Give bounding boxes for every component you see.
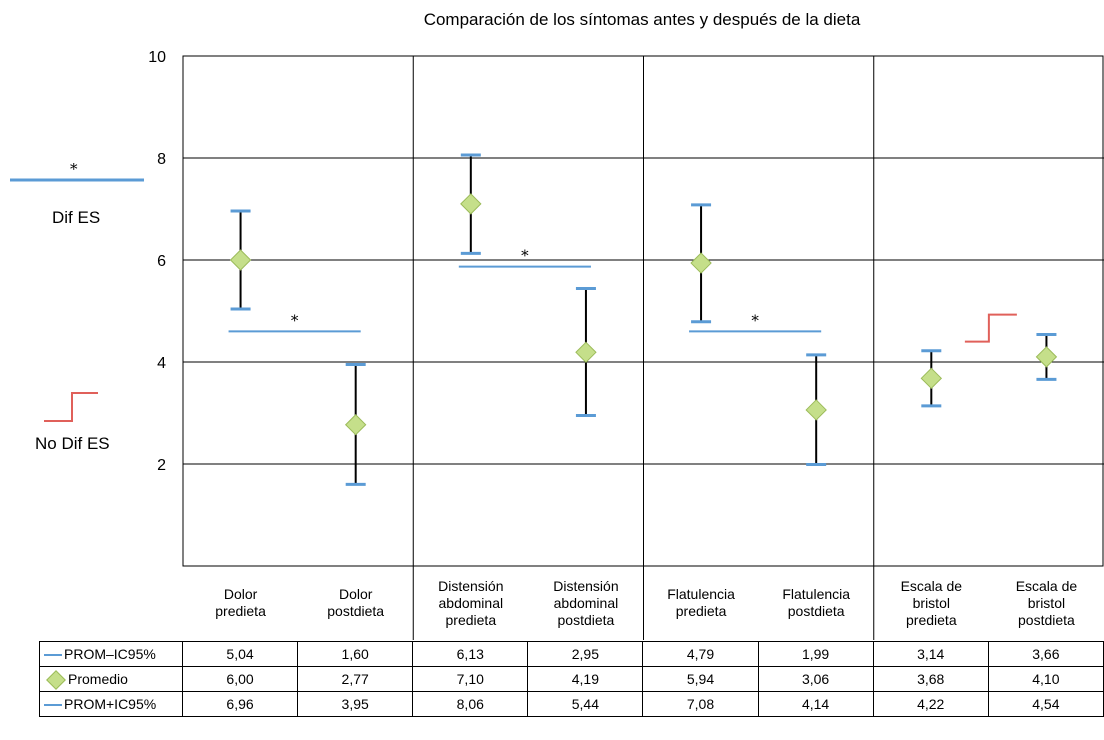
legend-nonsig-step <box>44 392 98 422</box>
category-label: Escala de bristol predieta <box>900 577 963 628</box>
mean-marker <box>344 414 367 436</box>
table-cell: 4,54 <box>987 691 1104 717</box>
mean-marker <box>920 367 943 390</box>
chart-title: Comparación de los síntomas antes y desp… <box>423 10 861 29</box>
series-name: PROM–IC95% <box>64 646 156 662</box>
y-tick-label: 2 <box>157 457 166 474</box>
significance-star: * <box>291 311 299 329</box>
y-tick-label: 6 <box>157 253 166 270</box>
table-cell: 3,68 <box>872 666 989 692</box>
table-cell: 3,95 <box>297 691 414 717</box>
table-cell: 3,06 <box>757 666 874 692</box>
legend-nonsig-label: No Dif ES <box>35 434 110 453</box>
table-cell: 1,60 <box>297 641 414 667</box>
table-cell: 6,13 <box>412 641 529 667</box>
y-tick-label: 8 <box>157 151 166 168</box>
table-cell: 3,14 <box>872 641 989 667</box>
table-cell: 6,96 <box>181 691 299 717</box>
mean-marker <box>229 249 252 271</box>
table-cell: 6,00 <box>181 666 299 692</box>
legend-sig-star: * <box>70 160 78 178</box>
mean-marker <box>460 193 482 215</box>
category-label: Escala de bristol postdieta <box>1015 577 1078 628</box>
table-cell: 7,08 <box>642 691 759 717</box>
table-cell: 4,10 <box>987 666 1104 692</box>
legend-diamond-icon <box>46 670 66 691</box>
table-cell: 7,10 <box>412 666 529 692</box>
table-cell: 4,14 <box>757 691 874 717</box>
table-cell: 5,44 <box>527 691 644 717</box>
category-label: Flatulencia predieta <box>667 586 735 619</box>
y-tick-label: 4 <box>157 355 166 372</box>
legend-sig-label: Dif ES <box>52 208 101 227</box>
chart-plot: 2 4 6 8 10 * * * <box>10 49 1104 640</box>
table-row-header: PROM–IC95% <box>39 641 183 667</box>
significance-star: * <box>751 311 759 329</box>
table-cell: 1,99 <box>757 641 874 667</box>
legend-line-icon <box>44 704 62 707</box>
table-row: PROM–IC95% 5,04 1,60 6,13 2,95 4,79 1,99 3,14 3,… <box>39 641 1104 667</box>
legend-line-icon <box>44 654 62 657</box>
table-cell: 4,22 <box>872 691 989 717</box>
table-cell: 3,66 <box>987 641 1104 667</box>
category-label: Dolor predieta <box>215 586 266 619</box>
mean-marker <box>1035 346 1058 368</box>
table-cell: 4,19 <box>527 666 644 692</box>
table-row-header: PROM+IC95% <box>39 691 183 717</box>
mean-marker <box>575 341 597 364</box>
table-cell: 4,79 <box>642 641 759 667</box>
category-label: Distensión abdominal predieta <box>438 577 504 628</box>
significance-star: * <box>521 247 529 265</box>
nonsig-step-marker <box>964 313 1017 343</box>
category-label: Dolor postdieta <box>327 586 385 619</box>
table-cell: 8,06 <box>412 691 529 717</box>
data-table: PROM–IC95% 5,04 1,60 6,13 2,95 4,79 1,99 3,14 3,… <box>39 641 1104 717</box>
mean-marker <box>805 399 827 421</box>
table-cell: 5,04 <box>181 641 299 667</box>
table-row-header: Promedio <box>39 666 183 692</box>
table-cell: 2,95 <box>527 641 644 667</box>
mean-marker <box>690 252 712 274</box>
table-row: Promedio 6,00 2,77 7,10 4,19 5,94 3,06 3,68 4,10 <box>39 666 1104 692</box>
table-cell: 2,77 <box>297 666 414 692</box>
series-name: PROM+IC95% <box>64 696 157 712</box>
series-name: Promedio <box>68 670 128 687</box>
category-label: Distensión abdominal postdieta <box>553 577 619 628</box>
category-label: Flatulencia postdieta <box>782 586 851 619</box>
table-cell: 5,94 <box>642 666 759 692</box>
table-row: PROM+IC95% 6,96 3,95 8,06 5,44 7,08 4,14 4,22 4,… <box>39 691 1104 717</box>
y-tick-label: 10 <box>148 49 166 66</box>
